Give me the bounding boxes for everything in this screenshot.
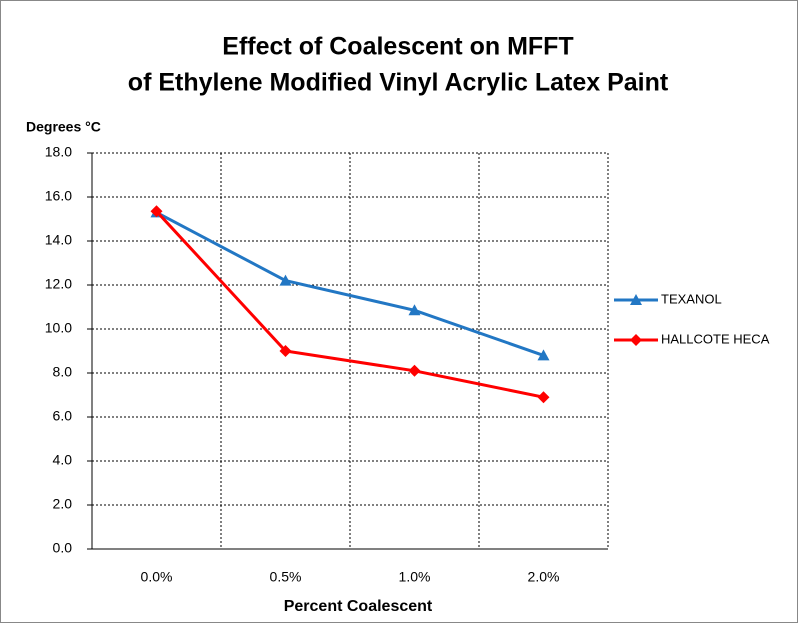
x-tick-label: 0.5% xyxy=(270,569,302,585)
series-line xyxy=(155,211,544,357)
marker xyxy=(537,391,550,404)
y-tick-label: 10.0 xyxy=(45,320,72,336)
y-tick-label: 4.0 xyxy=(53,452,73,468)
marker xyxy=(279,345,292,357)
chart-title: Effect of Coalescent on MFFT xyxy=(222,33,573,61)
y-tick-label: 2.0 xyxy=(53,496,73,512)
y-tick-label: 18.0 xyxy=(45,144,72,160)
y-tick-label: 6.0 xyxy=(53,408,73,424)
marker xyxy=(150,205,163,218)
series-line xyxy=(155,210,544,399)
y-axis-title: Degrees °C xyxy=(26,119,101,135)
x-axis-title: Percent Coalescent xyxy=(284,598,433,615)
y-tick-label: 0.0 xyxy=(53,540,73,556)
legend-label: HALLCOTE HECA xyxy=(661,331,770,346)
x-tick-label: 0.0% xyxy=(141,569,173,585)
y-tick-label: 14.0 xyxy=(45,232,72,248)
x-tick-label: 1.0% xyxy=(399,569,431,585)
legend-marker xyxy=(630,334,642,346)
legend-label: TEXANOL xyxy=(661,291,722,306)
chart-title: of Ethylene Modified Vinyl Acrylic Latex… xyxy=(128,69,669,97)
marker xyxy=(408,304,421,316)
y-tick-label: 12.0 xyxy=(45,276,72,292)
y-tick-label: 8.0 xyxy=(53,364,73,380)
marker xyxy=(408,364,421,377)
marker xyxy=(279,274,292,286)
marker xyxy=(537,349,550,361)
y-tick-label: 16.0 xyxy=(45,188,72,204)
legend-marker xyxy=(630,294,642,305)
x-tick-label: 2.0% xyxy=(528,569,560,585)
